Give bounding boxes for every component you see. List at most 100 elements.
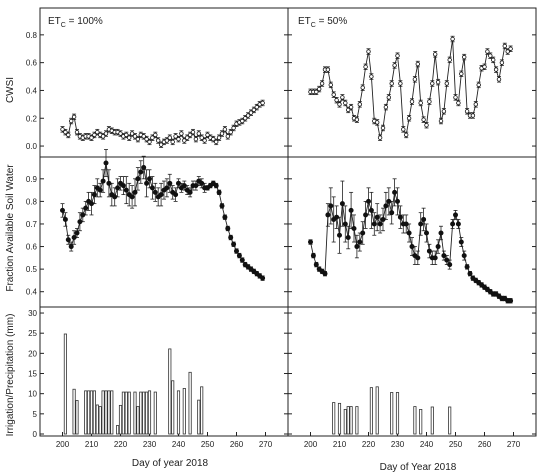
- cwsi-etc50-point: [340, 95, 345, 100]
- irrigation-etc100-bar: [197, 399, 201, 435]
- panel-label-etc100-main: ET: [48, 16, 61, 27]
- cwsi-etc100-point: [187, 132, 193, 138]
- cwsi-etc100-ytick-label: 0.6: [26, 59, 38, 68]
- irrigation-etc50-bar: [346, 406, 350, 435]
- irrigation-etc100-bar: [104, 390, 108, 435]
- fasw-etc100-line: [62, 162, 263, 279]
- cwsi-etc100-ytick-label: 0.8: [26, 31, 38, 40]
- cwsi-etc50-point: [317, 86, 322, 92]
- fasw-etc50-point: [423, 230, 429, 236]
- fasw-etc50-point: [351, 225, 357, 231]
- irrigation-etc50-xtick-label: 210: [333, 440, 347, 449]
- fasw-etc50-point: [418, 221, 424, 227]
- cwsi-etc100-point: [184, 135, 190, 140]
- cwsi-etc100-point: [63, 129, 68, 135]
- fasw-etc50-point: [394, 198, 400, 204]
- cwsi-etc100-point: [153, 132, 158, 138]
- cwsi-etc100-point: [103, 131, 109, 136]
- fasw-etc100-point: [228, 235, 234, 241]
- cwsi-etc100-point: [193, 136, 199, 142]
- fasw-etc100-point: [236, 253, 242, 259]
- cwsi-etc100-point: [150, 135, 155, 140]
- cwsi-etc100-point: [228, 129, 233, 135]
- cwsi-etc50-point: [435, 79, 441, 85]
- cwsi-etc50-point: [427, 99, 432, 104]
- panel-label-etc50-tail: = 50%: [316, 16, 348, 27]
- fasw-etc50-point: [313, 262, 319, 268]
- fasw-etc100-point: [129, 194, 135, 200]
- cwsi-etc50-point: [496, 77, 502, 82]
- fasw-etc50-point: [461, 253, 467, 259]
- cwsi-etc100-point: [164, 138, 170, 143]
- cwsi-etc100-point: [147, 139, 152, 145]
- cwsi-etc100-point: [251, 107, 257, 113]
- fasw-etc100-point: [146, 176, 152, 182]
- fasw-etc50-point: [377, 221, 383, 227]
- fasw-etc100-point: [222, 214, 228, 220]
- fasw-etc50-point: [421, 216, 427, 222]
- fasw-etc50-point: [310, 253, 316, 259]
- irrigation-etc100-bar: [133, 391, 137, 435]
- irrigation-etc50-xtick-label: 220: [362, 440, 376, 449]
- irrigation-etc50-bar: [413, 406, 417, 435]
- fasw-etc100-point: [77, 219, 83, 225]
- cwsi-etc100-point: [170, 139, 175, 145]
- irrigation-etc100-xtick-label: 250: [201, 440, 215, 449]
- fasw-etc100-point: [115, 185, 121, 191]
- irrigation-etc100-bar: [153, 391, 157, 435]
- irrigation-etc100-bar: [101, 390, 105, 435]
- cwsi-etc50-point: [395, 53, 400, 58]
- panel-label-etc100-sub: C: [61, 22, 66, 29]
- cwsi-etc50-point: [343, 100, 348, 106]
- fasw-etc50-point: [328, 203, 334, 209]
- fasw-etc50-point: [360, 230, 366, 236]
- cwsi-etc50-point: [369, 74, 374, 79]
- fasw-etc100-point: [181, 183, 187, 189]
- irrigation-etc100-ytick-label: 25: [28, 329, 37, 338]
- cwsi-etc50-point: [464, 109, 470, 114]
- cwsi-etc50-point: [462, 54, 467, 60]
- irrigation-etc100-bar: [95, 404, 99, 435]
- fasw-etc100-point: [144, 180, 150, 186]
- panel-frame-col-1: [287, 7, 537, 437]
- irrigation-etc50-bar: [375, 386, 379, 435]
- irrigation-etc100-xtick-label: 230: [143, 440, 157, 449]
- fasw-etc50-point: [426, 248, 432, 254]
- fasw-etc100-point: [112, 194, 118, 200]
- irrigation-etc100-bar: [116, 425, 120, 435]
- fasw-etc100-point: [213, 183, 219, 189]
- cwsi-etc100-point: [68, 118, 74, 124]
- cwsi-etc50-point: [441, 109, 447, 114]
- fasw-etc50-point: [322, 271, 328, 277]
- irrigation-etc100-xtick-label: 260: [230, 440, 244, 449]
- cwsi-etc100-point: [222, 127, 228, 132]
- cwsi-etc100-point: [60, 127, 65, 132]
- fasw-etc50-point: [508, 298, 514, 304]
- fasw-etc100-point: [62, 216, 68, 222]
- fasw-etc100-point: [71, 235, 77, 241]
- fasw-etc50-point: [374, 214, 380, 220]
- y-axis-title-fasw: Fraction Available Soil Water: [5, 164, 16, 292]
- cwsi-etc50-point: [430, 81, 435, 86]
- cwsi-etc100-point: [219, 131, 225, 136]
- cwsi-etc100-point: [89, 135, 94, 140]
- cwsi-etc50-point: [363, 64, 368, 70]
- cwsi-etc50-line: [310, 38, 511, 138]
- fasw-etc50-point: [447, 262, 453, 268]
- irrigation-etc50-bar: [448, 406, 452, 435]
- irrigation-etc100-bar: [72, 388, 76, 435]
- fasw-etc100-point: [74, 230, 80, 236]
- fasw-etc50-point: [354, 244, 360, 250]
- irrigation-etc100-ytick-label: 5: [33, 410, 38, 419]
- irrigation-etc100-bar: [75, 400, 79, 435]
- irrigation-etc100-ytick-label: 20: [28, 349, 37, 358]
- fasw-etc100-point: [193, 183, 199, 189]
- fasw-etc100-point: [239, 257, 245, 263]
- fasw-etc100-point: [173, 192, 179, 198]
- irrigation-etc100-bar: [118, 404, 123, 435]
- fasw-etc100-point: [103, 160, 109, 166]
- panel-label-etc50: ETC = 50%: [298, 16, 347, 29]
- fasw-etc50-point: [371, 221, 377, 227]
- fasw-etc50-point: [444, 257, 450, 263]
